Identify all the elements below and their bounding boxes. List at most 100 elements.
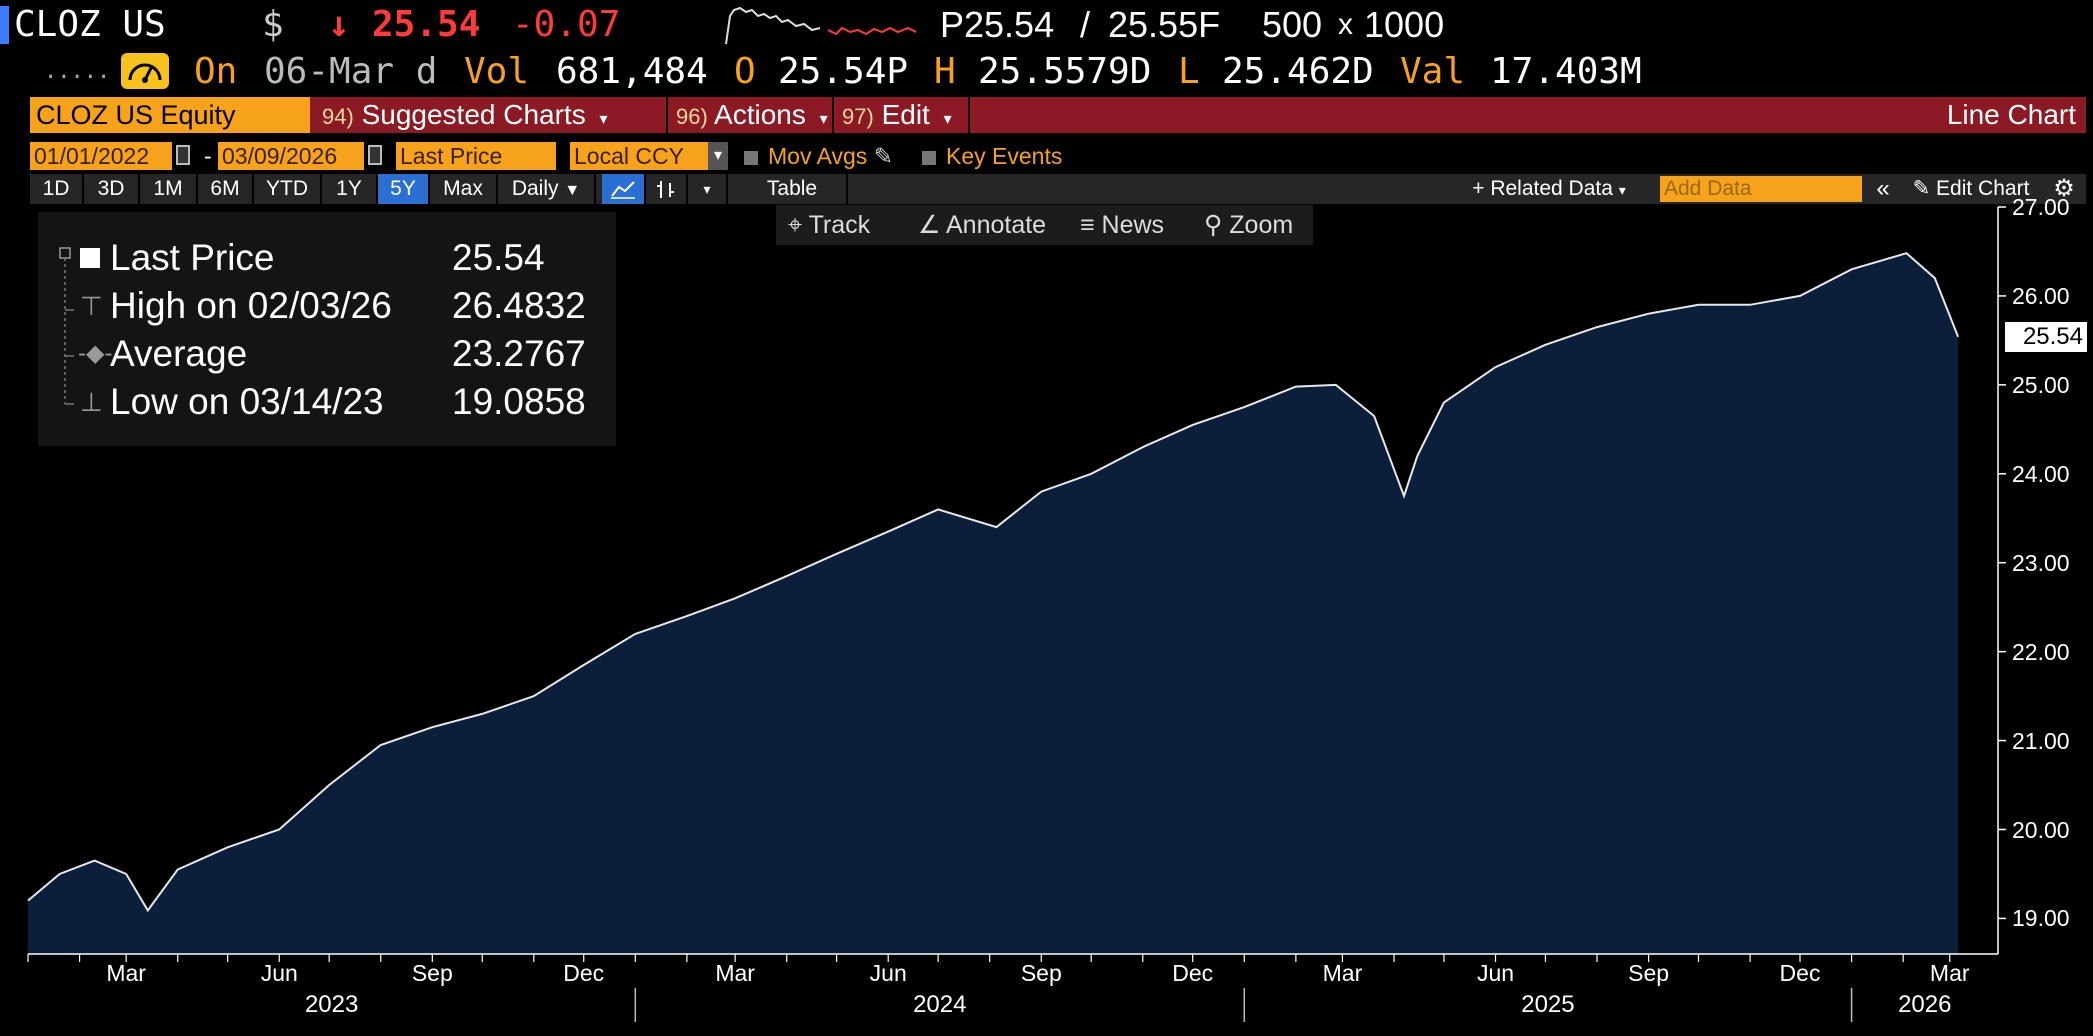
calendar-icon[interactable] <box>176 145 190 165</box>
dropdown-caret-icon: ▼ <box>564 182 581 199</box>
ask-size: 1000 <box>1364 4 1445 45</box>
range-6m[interactable]: 6M <box>198 174 254 204</box>
volume-value: 681,484 <box>556 51 708 92</box>
x-tick-label: Jun <box>1476 960 1515 986</box>
dropdown-caret-icon: ▾ <box>599 111 608 128</box>
y-tick-label: 20.00 <box>2012 816 2070 843</box>
end-date-field[interactable]: 03/09/2026 <box>218 142 364 170</box>
header-marker <box>0 6 9 44</box>
ask-price: 25.55F <box>1108 4 1221 45</box>
actions-menu[interactable]: 96) Actions ▾ <box>668 97 834 133</box>
calendar-icon[interactable] <box>368 145 382 165</box>
legend-high-value: 26.4832 <box>452 285 586 326</box>
chart-tools-bar <box>776 205 1313 245</box>
legend-low-label: Low on 03/14/23 <box>110 381 384 422</box>
chart-type-label[interactable]: Line Chart <box>1946 99 2076 130</box>
pencil-icon[interactable]: ✎ <box>873 143 893 169</box>
open-label: O <box>734 51 756 92</box>
status-dots: ..... <box>44 59 111 84</box>
line-chart-icon[interactable] <box>602 174 646 204</box>
edit-chart-button[interactable]: ✎ Edit Chart <box>1900 174 2042 204</box>
range-ytd[interactable]: YTD <box>254 174 322 204</box>
range-5y[interactable]: 5Y <box>378 174 430 204</box>
last-price-swatch <box>80 248 100 268</box>
range-1d[interactable]: 1D <box>30 174 84 204</box>
mov-avgs-toggle[interactable]: Mov Avgs ✎ <box>744 142 893 170</box>
dropdown-caret-icon: ▾ <box>943 111 952 128</box>
chart-style-dropdown-icon[interactable]: ▾ <box>688 174 728 204</box>
last-value-tag: 25.54 <box>2005 321 2087 352</box>
suggested-charts-number: 94) <box>322 104 354 129</box>
bar-chart-icon[interactable] <box>646 174 688 204</box>
price-area <box>28 253 1959 954</box>
y-tick-label: 23.00 <box>2012 549 2070 576</box>
range-1m[interactable]: 1M <box>140 174 198 204</box>
high-marker-icon: ⊤ <box>80 291 103 321</box>
last-price: 25.54 <box>372 4 481 45</box>
low-value: 25.462D <box>1222 51 1374 92</box>
actions-label: Actions <box>714 99 806 130</box>
x-tick-label: Sep <box>1628 960 1670 986</box>
bid-size: 500 <box>1262 4 1323 45</box>
checkbox-icon <box>744 151 758 165</box>
y-tick-label: 24.00 <box>2012 460 2070 487</box>
gear-icon[interactable]: ⚙ <box>2053 175 2075 202</box>
magnifier-icon: ⚲ <box>1204 211 1223 239</box>
volume-label: Vol <box>464 51 530 92</box>
price-field-select[interactable]: Last Price <box>396 142 556 170</box>
pencil-icon: ✎ <box>1912 177 1931 200</box>
x-tick-label: Sep <box>411 960 453 986</box>
currency-select[interactable]: Local CCY <box>570 142 718 170</box>
crosshair-icon: ⌖ <box>788 211 803 239</box>
checkbox-icon <box>922 151 936 165</box>
x-tick-label: Dec <box>1172 960 1214 986</box>
related-data-button[interactable]: + Related Data ▾ <box>1456 174 1642 204</box>
x-year-label: 2023 <box>304 991 359 1018</box>
track-button[interactable]: ⌖ Track <box>788 205 870 245</box>
x-year-label: 2025 <box>1521 991 1575 1018</box>
security-field[interactable]: CLOZ US Equity <box>30 97 310 133</box>
suggested-charts-menu[interactable]: 94) Suggested Charts ▾ <box>314 97 668 133</box>
range-3d[interactable]: 3D <box>84 174 140 204</box>
bid-ask-separator: / <box>1080 4 1091 45</box>
x-year-label: 2024 <box>913 991 967 1018</box>
legend-last-value: 25.54 <box>452 237 545 278</box>
zoom-button[interactable]: ⚲ Zoom <box>1204 205 1293 245</box>
add-data-input[interactable] <box>1660 176 1862 202</box>
open-value: 25.54P <box>778 51 909 92</box>
range-max[interactable]: Max <box>430 174 498 204</box>
news-button[interactable]: ≡ News <box>1080 205 1164 245</box>
annotate-label: Annotate <box>946 211 1047 239</box>
edit-number: 97) <box>842 104 874 129</box>
y-tick-label: 21.00 <box>2012 727 2070 754</box>
period-select[interactable]: Daily ▼ <box>498 174 596 204</box>
bid-price: P25.54 <box>940 4 1055 45</box>
annotate-button[interactable]: ∠ Annotate <box>918 205 1046 245</box>
y-tick-label: 22.00 <box>2012 638 2070 665</box>
edit-label: Edit <box>881 99 930 130</box>
high-label: H <box>934 51 956 92</box>
news-icon: ≡ <box>1080 211 1095 239</box>
start-date-field[interactable]: 01/01/2022 <box>30 142 172 170</box>
low-label: L <box>1178 51 1200 92</box>
function-toolbar: CLOZ US Equity 94) Suggested Charts ▾ 96… <box>30 97 2086 133</box>
suggested-charts-label: Suggested Charts <box>361 99 586 130</box>
range-1y[interactable]: 1Y <box>322 174 378 204</box>
track-label: Track <box>808 211 871 239</box>
mov-avgs-label: Mov Avgs <box>768 143 868 169</box>
on-label: On <box>194 51 238 92</box>
key-events-toggle[interactable]: Key Events <box>922 142 1062 170</box>
period-label: Daily <box>511 177 559 200</box>
x-tick-label: Mar <box>715 960 755 986</box>
quote-header: CLOZ US $ ↓ 25.54 -0.07 P25.54 / 25.55F … <box>0 0 2093 50</box>
edit-menu[interactable]: 97) Edit ▾ <box>834 97 970 133</box>
price-line <box>27 252 1960 913</box>
legend-average-label: Average <box>110 333 248 374</box>
speedometer-icon[interactable] <box>120 52 170 90</box>
collapse-icon[interactable]: « <box>1876 175 1890 202</box>
currency-dropdown-icon[interactable]: ▾ <box>708 142 728 170</box>
ticker[interactable]: CLOZ US <box>14 4 166 45</box>
y-tick-label: 19.00 <box>2012 905 2070 932</box>
table-button[interactable]: Table <box>738 174 848 204</box>
